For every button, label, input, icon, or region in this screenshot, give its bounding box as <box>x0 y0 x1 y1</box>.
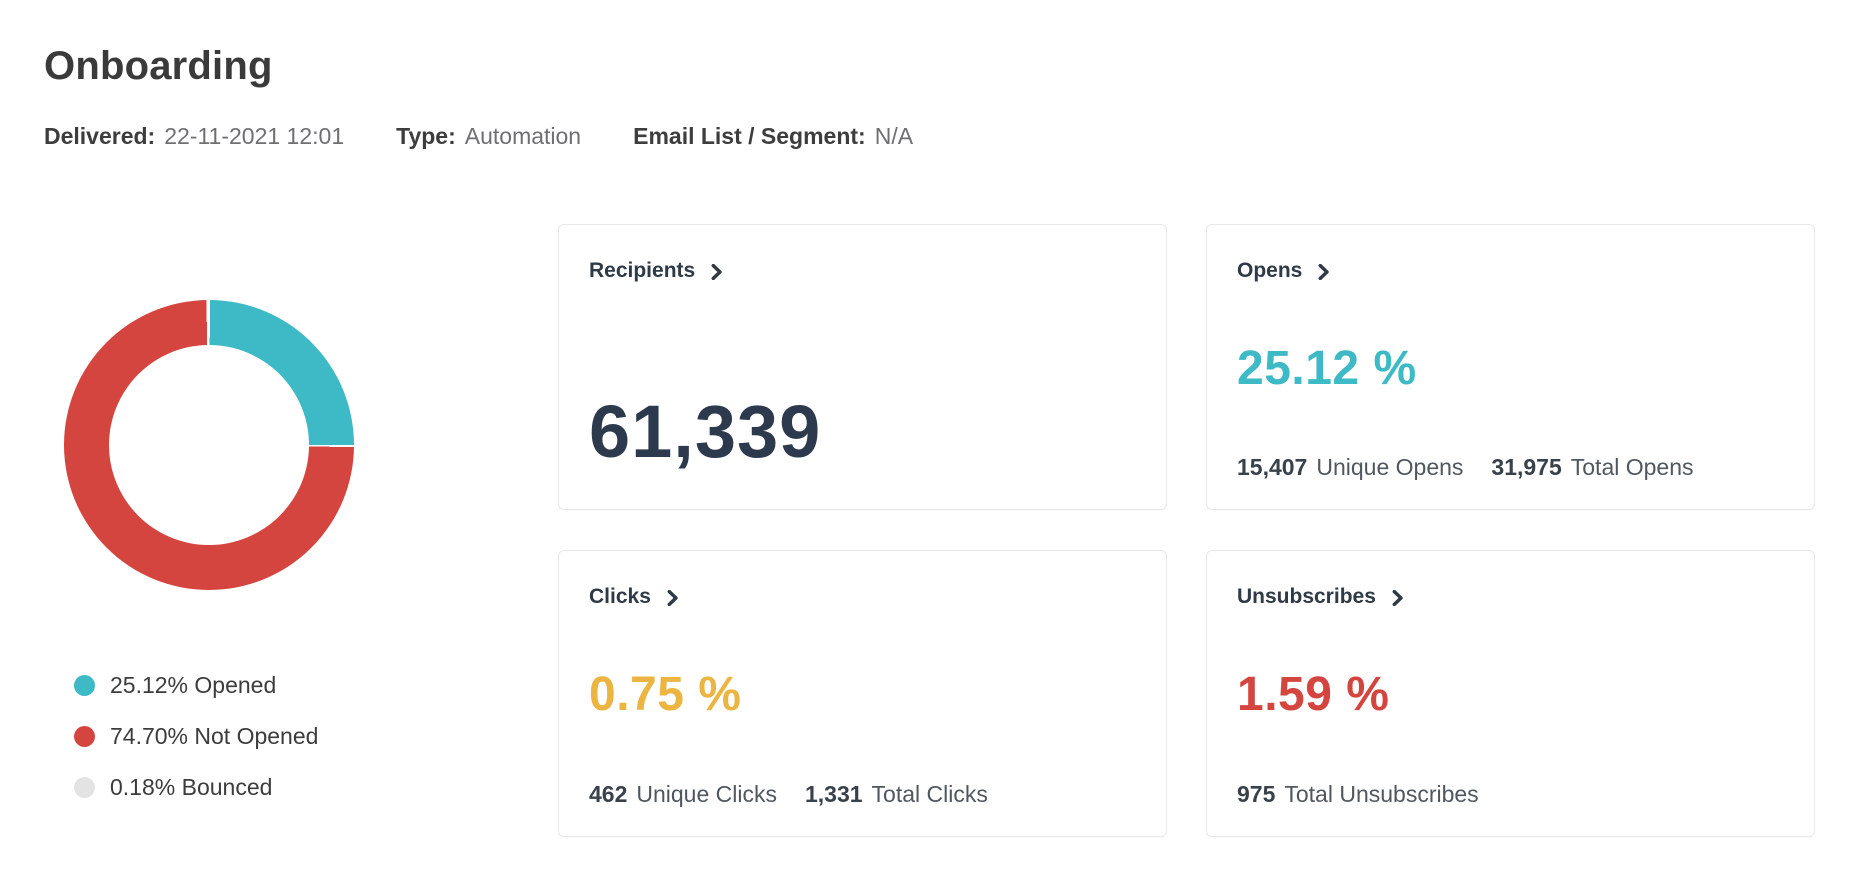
unique-opens-label: Unique Opens <box>1316 454 1464 480</box>
type-value: Automation <box>464 123 582 149</box>
unsubscribes-rate-value: 1.59 % <box>1237 668 1390 721</box>
type-label: Type: <box>396 123 456 149</box>
donut-hole <box>109 345 309 545</box>
legend-label-bounced: 0.18% Bounced <box>110 774 273 800</box>
opens-rate-value: 25.12 % <box>1237 341 1417 395</box>
opens-card: Opens 25.12 % 15,407 Unique Opens 31,975… <box>1206 224 1815 510</box>
unique-opens-number: 15,407 <box>1237 454 1308 480</box>
meta-delivered: Delivered: 22-11-2021 12:01 <box>44 122 344 152</box>
total-opens-label: Total Opens <box>1570 454 1694 480</box>
clicks-rate-value: 0.75 % <box>589 668 742 721</box>
legend-item-opened: 25.12% Opened <box>74 672 318 699</box>
unique-clicks-label: Unique Clicks <box>636 781 777 807</box>
total-opens-number: 31,975 <box>1491 454 1562 480</box>
legend-item-not-opened: 74.70% Not Opened <box>74 723 318 750</box>
unsubscribes-card: Unsubscribes 1.59 % 975 Total Unsubscrib… <box>1206 550 1815 837</box>
clicks-stats-row: 462 Unique Clicks 1,331 Total Clicks <box>589 781 1136 808</box>
unique-clicks-number: 462 <box>589 781 628 807</box>
meta-type: Type: Automation <box>396 122 581 152</box>
total-unsubscribes-number: 975 <box>1237 781 1276 807</box>
total-unsubscribes-label: Total Unsubscribes <box>1284 781 1479 807</box>
recipients-value: 61,339 <box>589 390 822 473</box>
meta-segment: Email List / Segment: N/A <box>633 122 913 152</box>
opens-stats-row: 15,407 Unique Opens 31,975 Total Opens <box>1237 454 1784 481</box>
segment-label: Email List / Segment: <box>633 123 866 149</box>
chevron-right-icon <box>1391 590 1404 606</box>
segment-value: N/A <box>874 123 914 149</box>
stat-cards-grid: Recipients 61,339 Opens 25.12 % 15,407 U… <box>558 224 1815 837</box>
clicks-card: Clicks 0.75 % 462 Unique Clicks 1,331 To… <box>558 550 1167 837</box>
opens-title: Opens <box>1237 259 1303 282</box>
recipients-card-header[interactable]: Recipients <box>589 259 1136 283</box>
total-unsubscribes-stat: 975 Total Unsubscribes <box>1237 781 1479 808</box>
delivered-value: 22-11-2021 12:01 <box>164 123 345 149</box>
total-opens-stat: 31,975 Total Opens <box>1491 454 1693 481</box>
unique-clicks-stat: 462 Unique Clicks <box>589 781 777 808</box>
not-opened-dot-icon <box>74 726 95 747</box>
clicks-card-header[interactable]: Clicks <box>589 585 1136 609</box>
donut-legend: 25.12% Opened 74.70% Not Opened 0.18% Bo… <box>74 672 318 801</box>
open-rate-donut-chart <box>64 300 354 590</box>
unique-opens-stat: 15,407 Unique Opens <box>1237 454 1463 481</box>
chevron-right-icon <box>710 264 723 280</box>
recipients-card: Recipients 61,339 <box>558 224 1167 510</box>
total-clicks-label: Total Clicks <box>871 781 988 807</box>
chevron-right-icon <box>666 590 679 606</box>
legend-label-not-opened: 74.70% Not Opened <box>110 723 319 749</box>
recipients-title: Recipients <box>589 259 696 282</box>
bounced-dot-icon <box>74 777 95 798</box>
campaign-meta-row: Delivered: 22-11-2021 12:01 Type: Automa… <box>44 122 913 152</box>
page-title: Onboarding <box>44 44 273 88</box>
chevron-right-icon <box>1317 264 1330 280</box>
unsubscribes-stats-row: 975 Total Unsubscribes <box>1237 781 1784 808</box>
total-clicks-number: 1,331 <box>804 781 863 807</box>
total-clicks-stat: 1,331 Total Clicks <box>805 781 988 808</box>
legend-label-opened: 25.12% Opened <box>110 672 277 698</box>
unsubscribes-title: Unsubscribes <box>1237 585 1376 608</box>
opens-card-header[interactable]: Opens <box>1237 259 1784 283</box>
delivered-label: Delivered: <box>44 123 156 149</box>
clicks-title: Clicks <box>589 585 651 608</box>
legend-item-bounced: 0.18% Bounced <box>74 774 318 801</box>
unsubscribes-card-header[interactable]: Unsubscribes <box>1237 585 1784 609</box>
opened-dot-icon <box>74 675 95 696</box>
